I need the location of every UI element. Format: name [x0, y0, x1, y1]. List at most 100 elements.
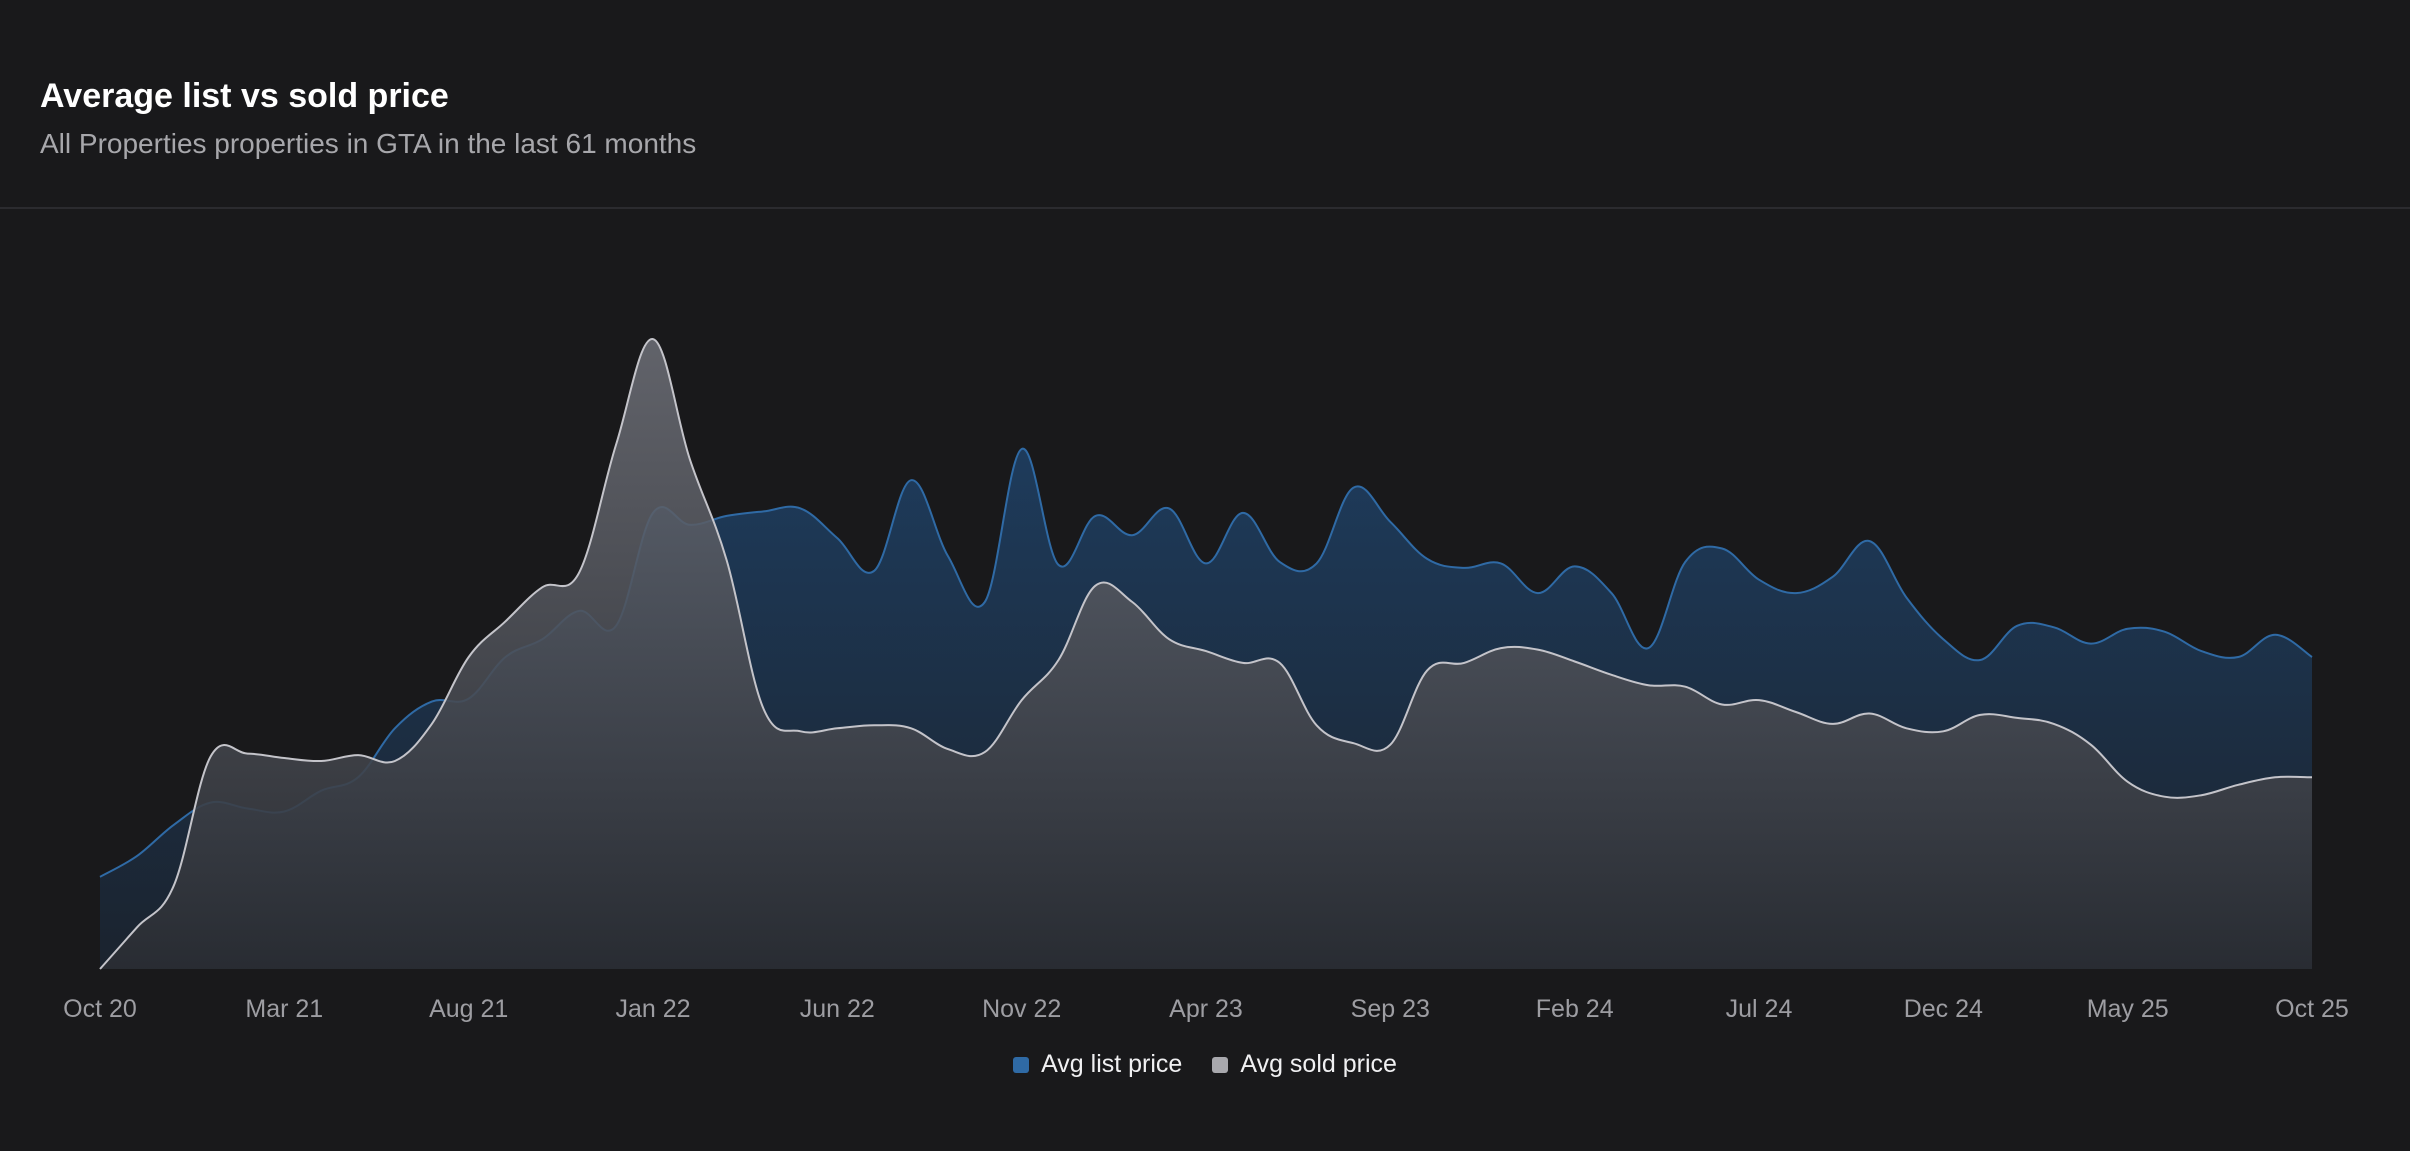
data-point-list[interactable]: [130, 849, 144, 863]
data-point-sold[interactable]: [1236, 656, 1250, 670]
data-point-list[interactable]: [1273, 555, 1287, 569]
data-point-list[interactable]: [2010, 619, 2024, 633]
data-point-sold[interactable]: [277, 751, 291, 765]
data-point-sold[interactable]: [646, 332, 660, 346]
data-point-sold[interactable]: [241, 747, 255, 761]
series-line-sold[interactable]: [99, 338, 2313, 970]
data-point-sold[interactable]: [1199, 644, 1213, 658]
data-point-sold[interactable]: [1162, 632, 1176, 646]
data-point-sold[interactable]: [2010, 711, 2024, 725]
data-point-list[interactable]: [1088, 509, 1102, 523]
data-point-sold[interactable]: [425, 717, 439, 731]
data-point-sold[interactable]: [314, 754, 328, 768]
data-point-list[interactable]: [1900, 591, 1914, 605]
data-point-list[interactable]: [1052, 558, 1066, 572]
data-point-sold[interactable]: [2194, 788, 2208, 802]
data-point-sold[interactable]: [1088, 579, 1102, 593]
data-point-list[interactable]: [941, 549, 955, 563]
data-point-sold[interactable]: [2268, 770, 2282, 784]
data-point-list[interactable]: [1494, 556, 1508, 570]
data-point-sold[interactable]: [683, 452, 697, 466]
data-point-sold[interactable]: [1052, 653, 1066, 667]
data-point-list[interactable]: [1863, 534, 1877, 548]
data-point-sold[interactable]: [2231, 778, 2245, 792]
data-point-sold[interactable]: [1125, 595, 1139, 609]
data-point-sold[interactable]: [1752, 693, 1766, 707]
data-point-list[interactable]: [904, 473, 918, 487]
data-point-list[interactable]: [757, 504, 771, 518]
data-point-sold[interactable]: [130, 920, 144, 934]
data-point-sold[interactable]: [1605, 668, 1619, 682]
data-point-list[interactable]: [830, 531, 844, 545]
data-point-list[interactable]: [1531, 586, 1545, 600]
data-point-list[interactable]: [2305, 650, 2319, 664]
data-point-list[interactable]: [2268, 628, 2282, 642]
data-point-list[interactable]: [1678, 555, 1692, 569]
data-point-sold[interactable]: [2305, 770, 2319, 784]
data-point-sold[interactable]: [388, 754, 402, 768]
data-point-list[interactable]: [1605, 586, 1619, 600]
data-point-sold[interactable]: [941, 742, 955, 756]
data-point-sold[interactable]: [978, 745, 992, 759]
data-point-list[interactable]: [1015, 442, 1029, 456]
data-point-sold[interactable]: [867, 718, 881, 732]
data-point-sold[interactable]: [1568, 655, 1582, 669]
data-point-sold[interactable]: [2158, 790, 2172, 804]
data-point-sold[interactable]: [204, 750, 218, 764]
data-point-list[interactable]: [1347, 481, 1361, 495]
data-point-sold[interactable]: [1457, 656, 1471, 670]
data-point-list[interactable]: [1936, 632, 1950, 646]
data-point-list[interactable]: [1310, 556, 1324, 570]
data-point-list[interactable]: [2084, 637, 2098, 651]
data-point-list[interactable]: [1236, 506, 1250, 520]
data-point-sold[interactable]: [1641, 678, 1655, 692]
data-point-list[interactable]: [1420, 552, 1434, 566]
data-point-sold[interactable]: [2121, 775, 2135, 789]
data-point-list[interactable]: [388, 721, 402, 735]
data-point-sold[interactable]: [1531, 643, 1545, 657]
data-point-sold[interactable]: [1789, 705, 1803, 719]
data-point-list[interactable]: [2047, 620, 2061, 634]
data-point-list[interactable]: [2231, 650, 2245, 664]
data-point-list[interactable]: [1973, 653, 1987, 667]
data-point-list[interactable]: [1457, 561, 1471, 575]
data-point-sold[interactable]: [794, 724, 808, 738]
data-point-sold[interactable]: [2084, 738, 2098, 752]
data-point-list[interactable]: [1789, 586, 1803, 600]
data-point-sold[interactable]: [1936, 724, 1950, 738]
data-point-list[interactable]: [425, 695, 439, 709]
data-point-sold[interactable]: [535, 580, 549, 594]
data-point-list[interactable]: [2194, 644, 2208, 658]
data-point-sold[interactable]: [1973, 708, 1987, 722]
data-point-sold[interactable]: [499, 614, 513, 628]
data-point-list[interactable]: [93, 870, 107, 884]
data-point-list[interactable]: [1383, 515, 1397, 529]
legend-item-list[interactable]: Avg list price: [1013, 1050, 1182, 1079]
data-point-list[interactable]: [1752, 573, 1766, 587]
data-point-sold[interactable]: [830, 721, 844, 735]
data-point-sold[interactable]: [2047, 717, 2061, 731]
data-point-sold[interactable]: [167, 879, 181, 893]
data-point-list[interactable]: [167, 818, 181, 832]
data-point-list[interactable]: [2158, 625, 2172, 639]
data-point-sold[interactable]: [93, 962, 107, 976]
data-point-list[interactable]: [2121, 622, 2135, 636]
data-point-list[interactable]: [720, 509, 734, 523]
data-point-sold[interactable]: [1863, 707, 1877, 721]
data-point-list[interactable]: [1826, 570, 1840, 584]
data-point-sold[interactable]: [1310, 718, 1324, 732]
data-point-list[interactable]: [1162, 501, 1176, 515]
data-point-sold[interactable]: [609, 438, 623, 452]
data-point-sold[interactable]: [572, 565, 586, 579]
data-point-sold[interactable]: [720, 553, 734, 567]
data-point-sold[interactable]: [1715, 698, 1729, 712]
data-point-sold[interactable]: [757, 702, 771, 716]
data-point-sold[interactable]: [462, 650, 476, 664]
data-point-list[interactable]: [794, 501, 808, 515]
data-point-sold[interactable]: [1347, 736, 1361, 750]
data-point-list[interactable]: [1568, 559, 1582, 573]
data-point-sold[interactable]: [904, 721, 918, 735]
data-point-sold[interactable]: [1494, 641, 1508, 655]
data-point-sold[interactable]: [1015, 693, 1029, 707]
data-point-list[interactable]: [867, 564, 881, 578]
